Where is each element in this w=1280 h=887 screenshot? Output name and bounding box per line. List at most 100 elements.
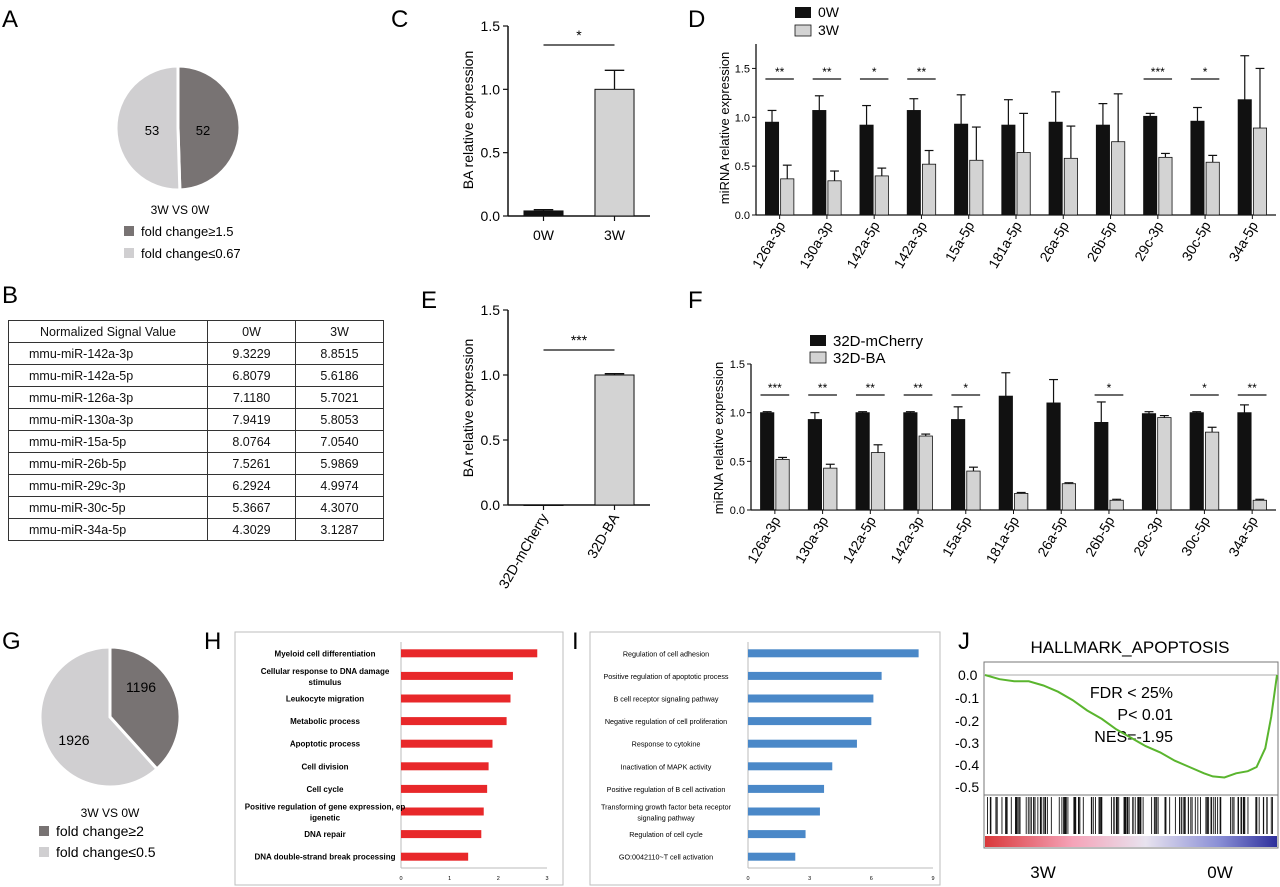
j-group-left: 3W bbox=[1030, 863, 1056, 882]
bar bbox=[401, 807, 484, 816]
panel-letter-f: F bbox=[688, 287, 703, 314]
y-tick-label: 1.0 bbox=[481, 367, 501, 383]
table-header-row: Normalized Signal Value 0W 3W bbox=[8, 320, 384, 343]
x-tick-label: 130a-3p bbox=[792, 513, 832, 566]
significance-label: *** bbox=[571, 332, 588, 348]
bar bbox=[401, 649, 538, 658]
table-cell: mmu-miR-142a-3p bbox=[8, 342, 208, 365]
y-tick-label: 0.0 bbox=[481, 208, 501, 224]
table-cell: mmu-miR-29c-3p bbox=[8, 474, 208, 497]
enrichment-line bbox=[984, 674, 1278, 779]
pie-chart-g: 1196 1926 3W VS 0W fold change≥2 fold ch… bbox=[38, 645, 182, 860]
category-label: Cellular response to DNA damage stimulus bbox=[261, 667, 390, 687]
x-tick-label: 3 bbox=[808, 876, 811, 882]
j-ytick-3: -0.3 bbox=[955, 735, 979, 751]
category-label-line: igenetic bbox=[310, 814, 341, 823]
pie-a-slice-1 bbox=[176, 64, 242, 192]
category-label: Regulation of cell cycle bbox=[629, 830, 703, 839]
x-tick-label: 29c-3p bbox=[1131, 218, 1166, 263]
x-tick-label: 9 bbox=[931, 876, 934, 882]
table-cell: 5.9869 bbox=[295, 452, 384, 475]
bar bbox=[827, 180, 842, 216]
d-legend-swatch-2 bbox=[794, 24, 812, 37]
table-row: mmu-miR-130a-3p 7.9419 5.8053 bbox=[8, 408, 384, 431]
x-tick-label: 3 bbox=[545, 876, 548, 882]
bar bbox=[748, 739, 857, 748]
bar bbox=[823, 467, 838, 511]
x-tick-label: 1 bbox=[448, 876, 451, 882]
bar bbox=[1095, 124, 1110, 216]
x-tick-label: 29c-3p bbox=[1130, 513, 1165, 558]
category-label: Regulation of cell adhesion bbox=[623, 649, 709, 658]
category-label: Metabolic process bbox=[290, 717, 360, 726]
bar bbox=[1014, 493, 1029, 511]
bar bbox=[1237, 99, 1252, 216]
x-tick-label: 2 bbox=[497, 876, 500, 882]
category-label: DNA repair bbox=[304, 830, 346, 839]
significance-label: * bbox=[1203, 65, 1208, 79]
significance-label: * bbox=[1202, 381, 1207, 395]
table-header: Normalized Signal Value bbox=[8, 320, 208, 343]
bar bbox=[1046, 402, 1061, 511]
legend-a-swatch-2 bbox=[124, 248, 134, 258]
i-frame bbox=[589, 631, 941, 886]
j-stat-fdr: FDR < 25% bbox=[1090, 685, 1173, 702]
bar-chart-c: BA relative expression 0.0 0.5 1.0 1.5 0W 3W * bbox=[460, 18, 650, 243]
category-label: Inactivation of MAPK activity bbox=[621, 762, 712, 771]
bar bbox=[969, 159, 984, 216]
bar bbox=[748, 852, 796, 861]
x-tick-label: 30c-5p bbox=[1178, 513, 1213, 558]
f-ylabel: miRNA relative expression bbox=[711, 362, 726, 514]
y-tick-label: 0.5 bbox=[735, 161, 750, 173]
bar bbox=[594, 88, 635, 217]
x-tick-label: 26a-5p bbox=[1036, 218, 1072, 264]
bar bbox=[1190, 120, 1205, 216]
bar bbox=[859, 124, 874, 216]
bar bbox=[1048, 121, 1063, 216]
pie-g-slice-2 bbox=[38, 645, 160, 789]
category-label: Transforming growth factor beta receptor… bbox=[601, 803, 732, 823]
table-cell: 9.3229 bbox=[207, 342, 296, 365]
y-tick-label: 0.5 bbox=[481, 145, 501, 161]
bar bbox=[748, 717, 872, 726]
signal-table: Normalized Signal Value 0W 3W mmu-miR-14… bbox=[8, 320, 384, 541]
x-tick-label: 30c-5p bbox=[1178, 218, 1213, 263]
bar bbox=[998, 395, 1013, 511]
bar bbox=[401, 739, 493, 748]
table-cell: 7.9419 bbox=[207, 408, 296, 431]
category-label: Leukocyte migration bbox=[286, 695, 364, 704]
bar bbox=[954, 123, 969, 216]
bar bbox=[780, 178, 795, 216]
f-legend-label-1: 32D-mCherry bbox=[833, 333, 924, 350]
x-tick-label: 32D-mCherry bbox=[495, 511, 551, 592]
x-tick-label: 15a-5p bbox=[942, 218, 978, 264]
y-tick-label: 1.0 bbox=[735, 112, 750, 124]
bar bbox=[1111, 141, 1126, 216]
j-frame bbox=[983, 661, 1279, 849]
table-cell: mmu-miR-26b-5p bbox=[8, 452, 208, 475]
table-header: 3W bbox=[295, 320, 384, 343]
table-cell: 7.5261 bbox=[207, 452, 296, 475]
bar bbox=[812, 110, 827, 216]
panel-letter-b: B bbox=[2, 282, 18, 309]
bar bbox=[1001, 124, 1016, 216]
legend-g-swatch-2 bbox=[39, 847, 49, 857]
bar bbox=[1094, 421, 1109, 511]
x-tick-label: 181a-5p bbox=[983, 513, 1023, 566]
bar bbox=[966, 470, 981, 511]
bar bbox=[748, 649, 919, 658]
y-tick-label: 1.5 bbox=[481, 18, 501, 34]
category-label-line: Transforming growth factor beta receptor bbox=[601, 803, 732, 812]
bar bbox=[775, 458, 790, 511]
j-stat-nes: NES=-1.95 bbox=[1094, 729, 1173, 746]
bar bbox=[401, 784, 488, 793]
table-row: mmu-miR-30c-5p 5.3667 4.3070 bbox=[8, 496, 384, 519]
c-ylabel: BA relative expression bbox=[460, 51, 476, 190]
y-tick-label: 1.5 bbox=[730, 359, 745, 371]
panel-letter-c: C bbox=[391, 6, 408, 33]
pie-a-label-1: 52 bbox=[196, 123, 210, 138]
d-ylabel: miRNA relative expression bbox=[717, 52, 732, 204]
table-cell: 7.1180 bbox=[207, 386, 296, 409]
significance-label: * bbox=[1107, 381, 1112, 395]
pie-g-label-1: 1196 bbox=[126, 679, 156, 695]
